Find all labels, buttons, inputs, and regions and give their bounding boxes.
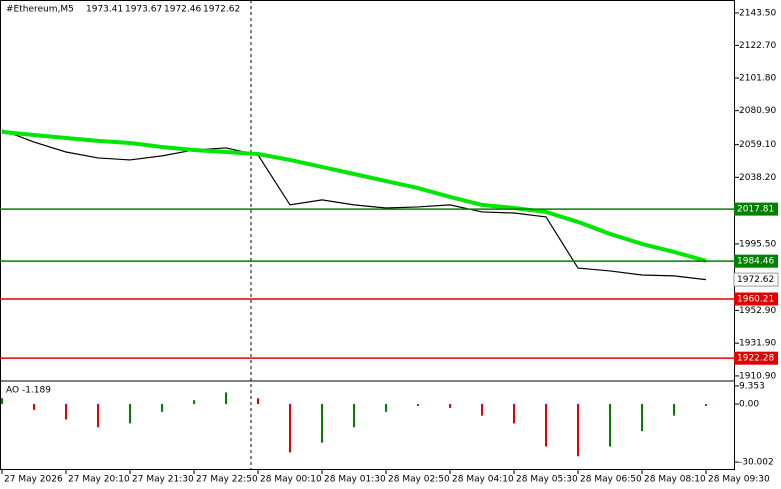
y-tick-label: 2059.10 <box>739 140 776 150</box>
x-tick-label: 28 May 08:10 <box>644 475 706 485</box>
last-price-bg <box>733 272 779 287</box>
x-tick-label: 28 May 09:30 <box>708 475 770 485</box>
x-tick-label: 27 May 21:30 <box>132 475 194 485</box>
ao-bar <box>321 404 323 443</box>
x-tick-label: 27 May 20:10 <box>68 475 130 485</box>
y-tick-label: 1910.90 <box>739 371 776 381</box>
ao-bar <box>577 404 579 457</box>
price-line <box>1 129 707 281</box>
x-tick-label: 28 May 01:30 <box>324 475 386 485</box>
ao-bar <box>353 404 355 428</box>
x-tick-label: 28 May 02:50 <box>388 475 450 485</box>
header-open: 1973.41 <box>86 5 123 15</box>
last-price-label: 1972.62 <box>737 275 774 285</box>
ao-bar <box>481 404 483 416</box>
ao-bar <box>97 404 99 428</box>
y-tick-label: 2038.20 <box>739 173 776 183</box>
header-close: 1972.62 <box>203 5 240 15</box>
level-label-bg <box>734 351 778 365</box>
header-symbol: #Ethereum,M5 <box>6 5 74 15</box>
plot-frame <box>0 0 735 470</box>
level-label: 1960.21 <box>737 294 774 304</box>
ao-bar <box>385 404 387 412</box>
y-tick-label: 2143.50 <box>739 8 776 18</box>
ao-bar <box>33 404 35 410</box>
y-tick-label: 2122.70 <box>739 41 776 51</box>
level-label: 1984.46 <box>737 257 774 267</box>
ao-bar <box>449 404 451 408</box>
level-label-bg <box>734 202 778 216</box>
y-tick-label: 1931.90 <box>739 339 776 349</box>
level-label: 2017.81 <box>737 205 774 215</box>
header-low: 1972.46 <box>164 5 201 15</box>
ao-bar <box>193 400 195 405</box>
y-tick-label: 2080.90 <box>739 106 776 116</box>
x-tick-label: 28 May 05:30 <box>516 475 578 485</box>
ao-tick-label: 0.00 <box>739 400 759 410</box>
ao-bar <box>673 404 675 416</box>
ao-bar <box>65 404 67 420</box>
level-label-bg <box>734 292 778 306</box>
ao-bar <box>161 404 163 412</box>
ao-bar <box>1 398 3 405</box>
x-tick-label: 28 May 06:50 <box>580 475 642 485</box>
moving-average <box>1 129 707 263</box>
ao-title: AO -1.189 <box>6 386 51 396</box>
x-tick-label: 28 May 00:10 <box>260 475 322 485</box>
ao-bar <box>609 404 611 447</box>
ao-bar <box>705 404 707 406</box>
y-tick-label: 1995.50 <box>739 239 776 249</box>
ao-bar <box>289 404 291 453</box>
level-label: 1922.28 <box>737 354 774 364</box>
ao-bar <box>129 404 131 424</box>
ao-bar <box>257 398 259 405</box>
ao-tick-label: -30.002 <box>739 458 774 468</box>
ao-tick-label: 9.353 <box>739 381 765 391</box>
x-tick-label: 27 May 2026 <box>4 475 63 485</box>
header-high: 1973.67 <box>125 5 162 15</box>
y-tick-label: 2101.80 <box>739 74 776 84</box>
x-tick-label: 28 May 04:10 <box>452 475 514 485</box>
ao-bar <box>545 404 547 447</box>
y-tick-label: 1952.90 <box>739 306 776 316</box>
ao-bar <box>513 404 515 424</box>
ao-bar <box>225 392 227 405</box>
ao-bar <box>417 404 419 406</box>
level-label-bg <box>734 254 778 268</box>
x-tick-label: 27 May 22:50 <box>196 475 258 485</box>
ao-bar <box>641 404 643 432</box>
